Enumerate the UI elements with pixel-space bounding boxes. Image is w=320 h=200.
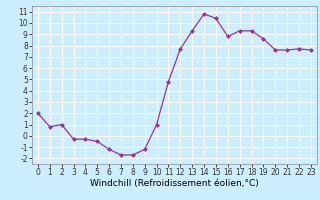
X-axis label: Windchill (Refroidissement éolien,°C): Windchill (Refroidissement éolien,°C) (90, 179, 259, 188)
